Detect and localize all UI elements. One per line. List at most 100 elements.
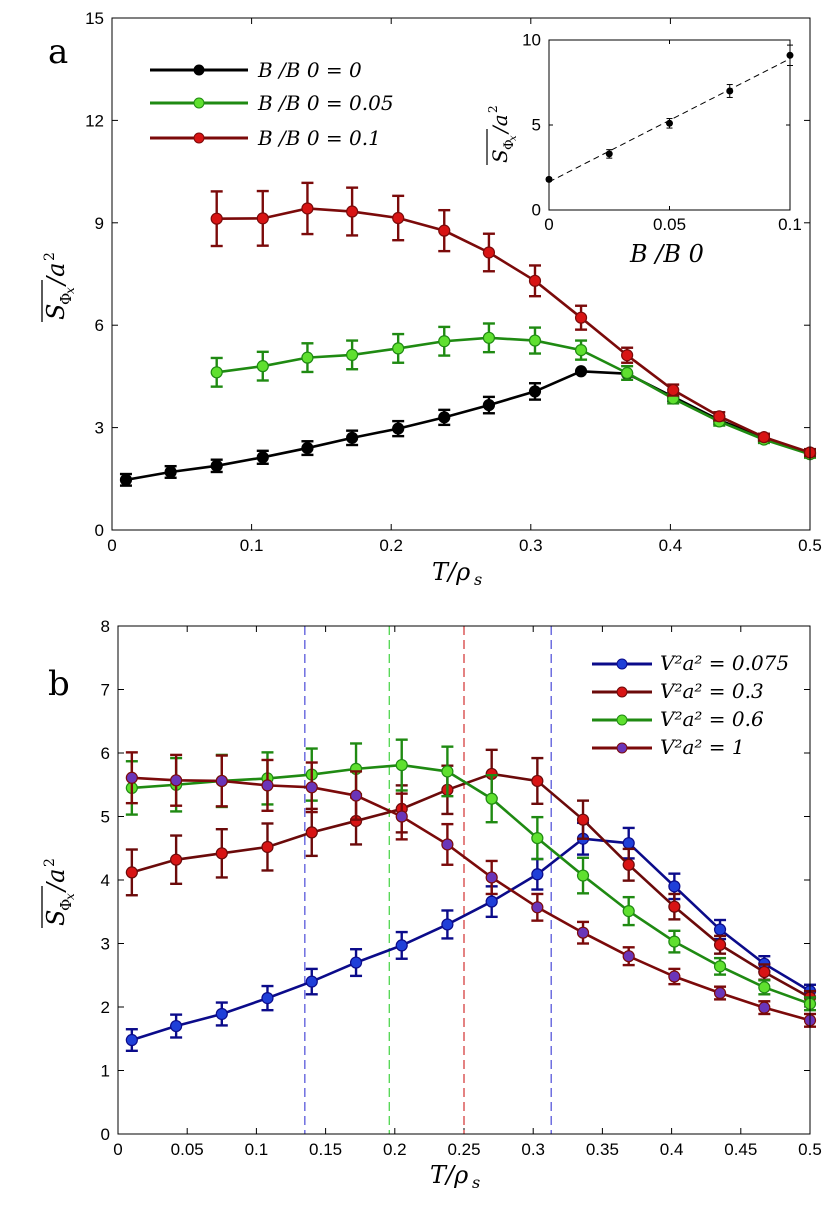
data-point xyxy=(668,880,681,893)
panel-b-legend: V²a² = 0.075 V²a² = 0.3 V²a² = 0.6 V²a² … xyxy=(582,640,804,768)
data-point xyxy=(531,901,544,914)
series-line xyxy=(131,763,811,1006)
legend-label-b005: B /B 0 = 0.05 xyxy=(257,91,394,115)
data-point xyxy=(667,383,680,397)
data-point xyxy=(622,837,635,850)
data-point xyxy=(528,385,542,398)
data-point xyxy=(758,981,771,994)
x-tick-label: 0.1 xyxy=(245,1140,269,1159)
y-tick-label: 10 xyxy=(522,31,541,50)
data-point xyxy=(622,950,635,963)
legend-item-b005: B /B 0 = 0.05 xyxy=(150,91,394,115)
y-tick-label: 4 xyxy=(101,871,110,890)
panel-b-series xyxy=(125,738,817,1053)
data-point xyxy=(713,923,727,936)
x-tick-label: 0.2 xyxy=(379,536,403,555)
data-point xyxy=(576,926,590,939)
x-tick-label: 0 xyxy=(113,1140,122,1159)
y-tick-label: 5 xyxy=(101,807,110,826)
data-point xyxy=(574,365,588,378)
legend-label-v1: V²a² = 1 xyxy=(660,735,745,759)
data-point xyxy=(713,960,727,973)
data-point xyxy=(261,779,274,792)
data-point xyxy=(485,871,498,884)
data-point xyxy=(758,965,771,979)
x-tick-label: 0.15 xyxy=(309,1140,342,1159)
svg-text:/a: /a xyxy=(42,263,70,287)
data-point xyxy=(758,1001,771,1014)
x-tick-label: 0.1 xyxy=(240,536,264,555)
data-point xyxy=(305,826,318,839)
data-point xyxy=(215,774,228,788)
panel-b-axes: 0 0.05 0.1 0.15 0.2 0.25 0.3 0.35 0.4 0.45 0.5 0 1 2 3… xyxy=(101,617,822,1159)
legend-item-v03: V²a² = 0.3 xyxy=(592,679,764,703)
inset-xlabel: B /B 0 xyxy=(629,240,704,268)
data-point xyxy=(215,1007,228,1021)
svg-text:/a: /a xyxy=(488,114,512,135)
y-tick-label: 1 xyxy=(101,1061,110,1080)
y-tick-label: 6 xyxy=(95,316,104,335)
data-point xyxy=(622,858,635,871)
inset-frame xyxy=(548,39,791,211)
data-point xyxy=(395,939,408,952)
svg-text:S: S xyxy=(42,910,70,926)
data-point xyxy=(668,970,681,983)
data-point xyxy=(438,411,451,424)
data-point xyxy=(256,451,269,464)
legend-item-b0: B /B 0 = 0 xyxy=(150,58,362,82)
data-point xyxy=(210,212,223,225)
data-point xyxy=(713,938,727,951)
legend-label-v03: V²a² = 0.3 xyxy=(660,679,764,703)
svg-text:x: x xyxy=(508,135,519,141)
svg-text:s: s xyxy=(472,1173,480,1192)
data-point xyxy=(349,789,363,802)
data-point xyxy=(668,900,681,913)
svg-text:S: S xyxy=(42,304,70,320)
y-tick-label: 0 xyxy=(101,1125,110,1144)
x-tick-label: 0.2 xyxy=(383,1140,407,1159)
data-point xyxy=(170,774,183,787)
series-line xyxy=(216,336,811,456)
series-line xyxy=(131,837,811,1042)
data-point xyxy=(119,473,133,486)
inset-ylabel: S Φ x /a 2 xyxy=(486,105,519,165)
data-point xyxy=(482,331,496,344)
data-point xyxy=(305,781,318,794)
data-point xyxy=(528,274,542,287)
data-point xyxy=(346,205,359,218)
data-point xyxy=(574,344,588,357)
data-point xyxy=(576,813,590,826)
svg-text:Φ: Φ xyxy=(502,139,517,150)
svg-text:T/ρ: T/ρ xyxy=(432,558,470,586)
data-point xyxy=(301,202,314,215)
legend-item-v1: V²a² = 1 xyxy=(592,735,745,759)
inset-axes: 0 0.05 0.1 0 5 10 xyxy=(522,31,802,234)
data-point xyxy=(621,349,634,362)
data-point xyxy=(757,431,771,444)
y-tick-label: 2 xyxy=(101,998,110,1017)
panel-b-xlabel: T/ρ s xyxy=(430,1161,480,1192)
x-tick-label: 0.45 xyxy=(724,1140,757,1159)
panel-a-ylabel: S Φ x /a 2 xyxy=(41,252,77,322)
data-point xyxy=(485,792,498,805)
data-point xyxy=(301,351,314,364)
x-tick-label: 0.3 xyxy=(521,1140,545,1159)
data-point xyxy=(256,360,269,373)
x-tick-label: 0 xyxy=(544,215,553,234)
data-point xyxy=(531,774,544,788)
data-point xyxy=(164,465,177,479)
panel-b-ylabel: S Φ x /a 2 xyxy=(41,858,77,928)
legend-label-b0: B /B 0 = 0 xyxy=(257,58,362,82)
data-point xyxy=(441,838,454,851)
data-point xyxy=(622,905,635,918)
data-point xyxy=(395,810,408,823)
inset-chart: 0 0.05 0.1 0 5 10 S Φ x /a 2 B /B 0 xyxy=(486,31,802,268)
data-point xyxy=(261,992,274,1005)
x-tick-label: 0.5 xyxy=(798,1140,822,1159)
legend-label-b01: B /B 0 = 0.1 xyxy=(257,126,381,150)
series-line xyxy=(125,369,811,482)
legend-label-v06: V²a² = 0.6 xyxy=(660,707,764,731)
y-tick-label: 15 xyxy=(85,9,104,28)
series-line xyxy=(131,776,811,1022)
